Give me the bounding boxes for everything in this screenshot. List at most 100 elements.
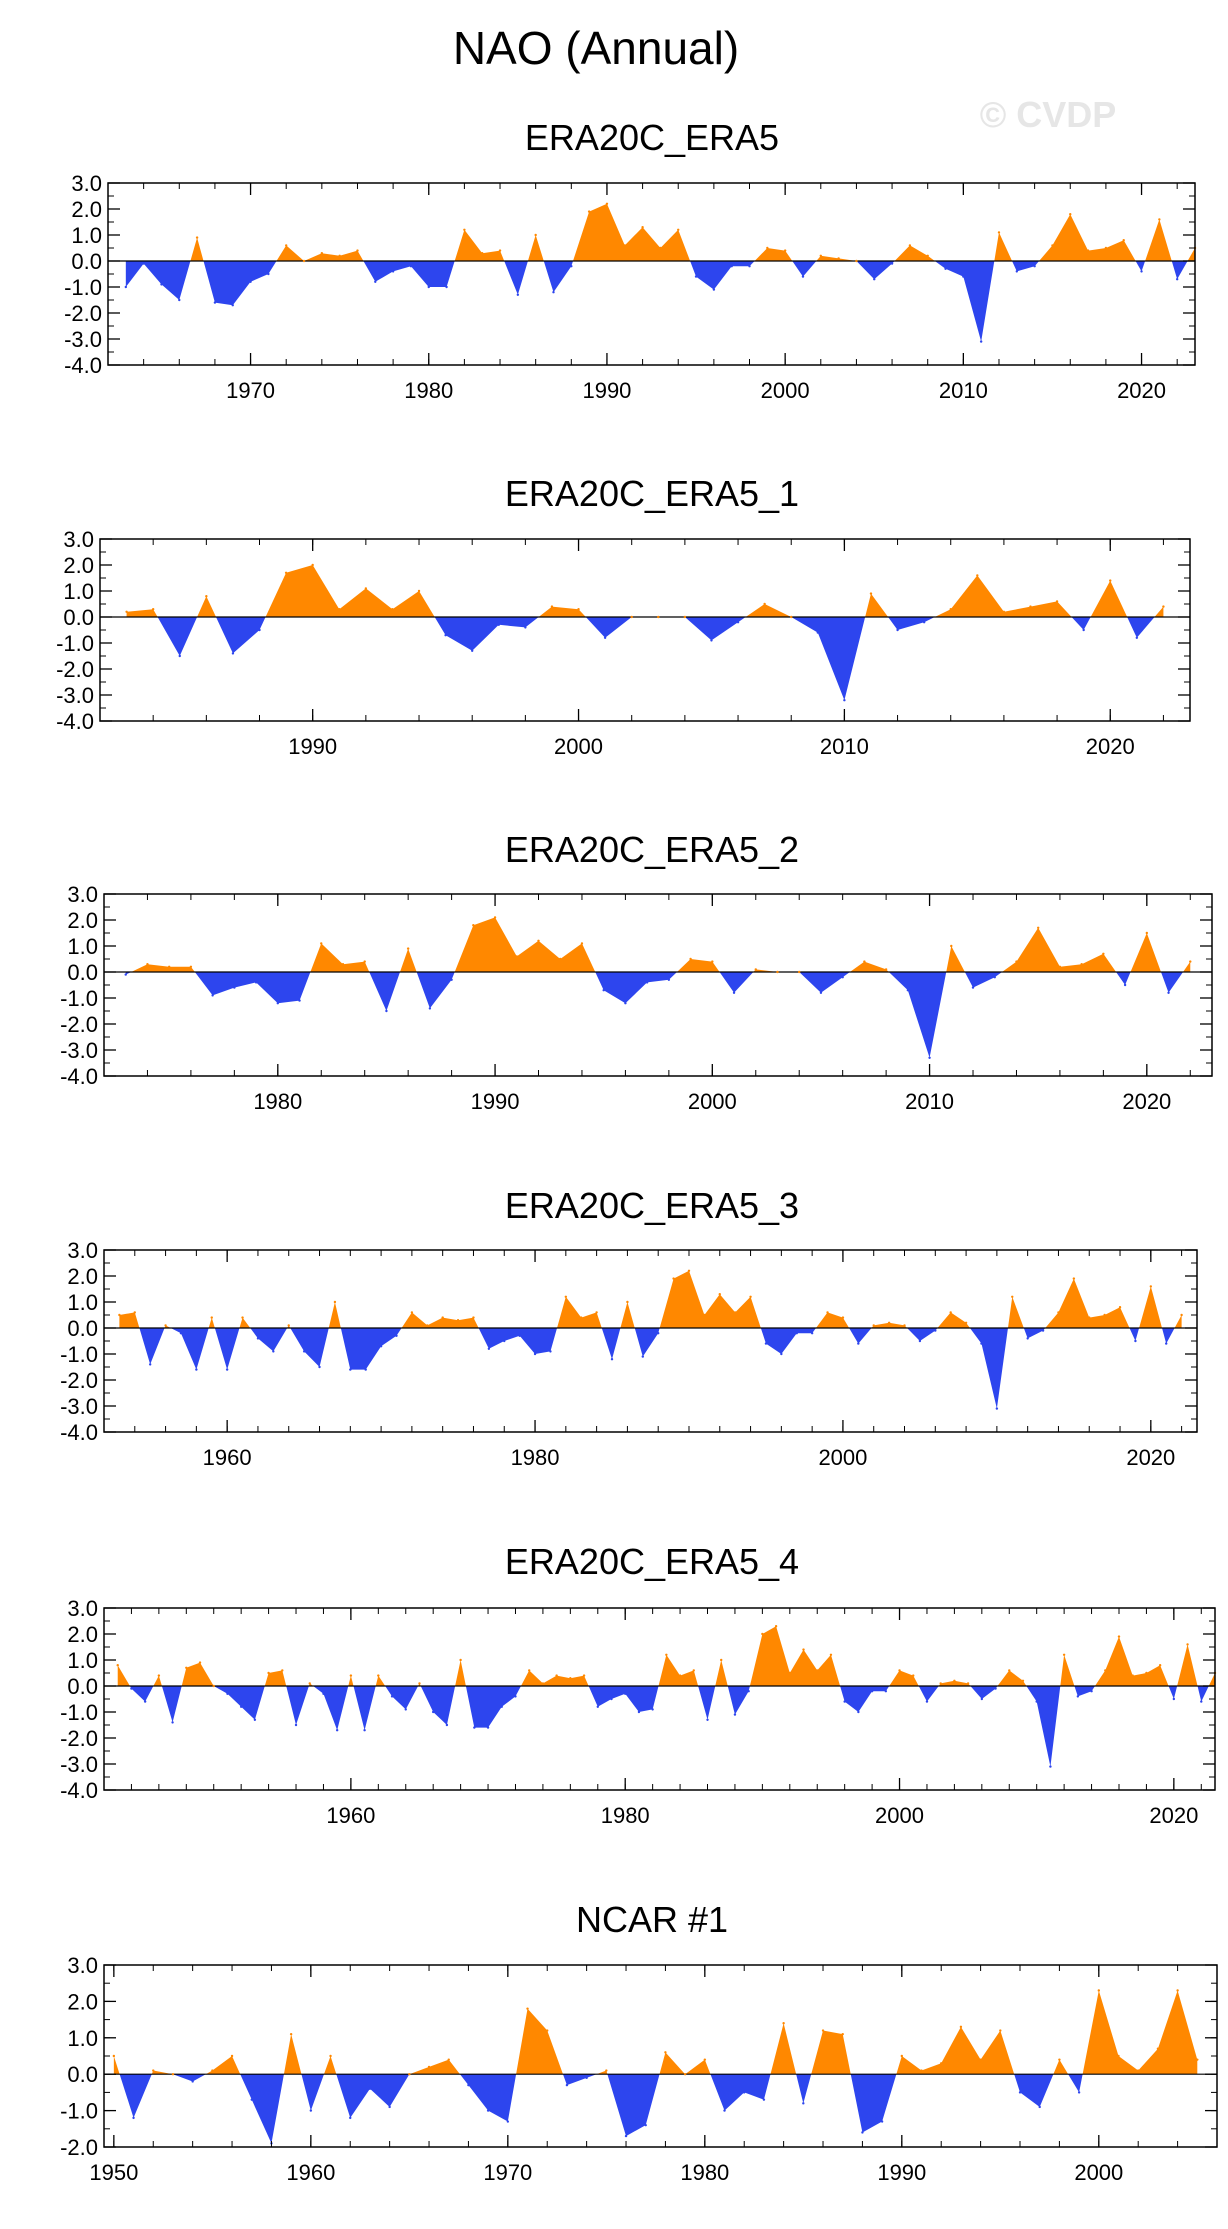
- y-tick-label: 3.0: [71, 171, 102, 196]
- data-point: [320, 942, 323, 945]
- data-point: [441, 1316, 444, 1319]
- data-point: [718, 1293, 721, 1296]
- data-point: [133, 1311, 136, 1314]
- data-point: [580, 942, 584, 945]
- data-point: [1123, 983, 1127, 987]
- data-point: [409, 265, 413, 268]
- y-tick-label: 0.0: [67, 960, 98, 985]
- data-point: [1140, 270, 1143, 273]
- data-point: [1058, 2058, 1061, 2061]
- positive-area: [125, 917, 1191, 972]
- y-tick-label: 2.0: [71, 197, 102, 222]
- data-point: [514, 1695, 517, 1698]
- data-point: [289, 2032, 293, 2036]
- data-point: [356, 249, 359, 252]
- y-tick-label: -3.0: [60, 1752, 98, 1777]
- data-point: [587, 210, 591, 213]
- data-point: [391, 270, 395, 273]
- data-point: [258, 628, 261, 632]
- data-point: [979, 340, 983, 343]
- data-point: [1062, 1653, 1066, 1657]
- y-tick-label: 2.0: [63, 553, 94, 578]
- data-point: [971, 986, 975, 989]
- data-point: [749, 1295, 752, 1299]
- y-tick-label: 3.0: [63, 527, 94, 552]
- x-tick-label: 1990: [582, 378, 631, 403]
- x-tick-label: 2020: [1117, 378, 1166, 403]
- negative-area: [125, 261, 1196, 342]
- panel-title: ERA20C_ERA5: [525, 117, 779, 158]
- data-point: [364, 587, 368, 590]
- data-point: [124, 973, 127, 976]
- data-point: [349, 1674, 353, 1677]
- data-point: [651, 1708, 654, 1711]
- data-point: [884, 1690, 888, 1693]
- data-point: [783, 249, 787, 252]
- y-tick-label: 1.0: [67, 2026, 98, 2051]
- positive-area: [125, 203, 1196, 261]
- data-point: [211, 994, 214, 997]
- data-point: [148, 1363, 152, 1366]
- positive-area: [126, 565, 1164, 617]
- plot-frame: [99, 538, 1191, 722]
- data-point: [335, 1729, 339, 1732]
- data-point: [171, 1721, 174, 1724]
- data-point: [320, 252, 324, 255]
- y-tick-label: -1.0: [60, 986, 98, 1011]
- data-point: [995, 1407, 999, 1410]
- data-point: [763, 602, 766, 606]
- data-point: [939, 1682, 942, 1685]
- data-point: [541, 1682, 545, 1685]
- data-point: [1158, 218, 1161, 221]
- data-point: [124, 285, 128, 289]
- data-point: [267, 1671, 270, 1675]
- y-tick-label: -1.0: [60, 2099, 98, 2124]
- y-tick-label: -3.0: [64, 327, 102, 352]
- data-point: [132, 2116, 135, 2120]
- data-point: [683, 615, 687, 619]
- x-tick-label: 1970: [483, 2160, 532, 2185]
- x-tick-label: 1990: [288, 734, 337, 759]
- data-point: [641, 226, 644, 229]
- data-point: [979, 2058, 982, 2061]
- data-point: [552, 291, 555, 294]
- data-point: [582, 1674, 586, 1677]
- y-tick-label: 1.0: [67, 934, 98, 959]
- y-tick-label: 0.0: [71, 249, 102, 274]
- data-point: [363, 1729, 366, 1732]
- data-point: [533, 1352, 537, 1356]
- y-tick-label: -4.0: [56, 709, 94, 734]
- data-point: [146, 963, 149, 966]
- data-point: [1058, 965, 1062, 968]
- data-point: [1122, 239, 1125, 242]
- data-point: [953, 1679, 956, 1683]
- data-point: [841, 976, 844, 979]
- data-point: [152, 2069, 155, 2072]
- data-point: [962, 275, 965, 278]
- data-point: [549, 1350, 552, 1353]
- data-point: [385, 1009, 388, 1013]
- data-point: [1057, 1311, 1060, 1314]
- y-tick-label: 1.0: [67, 1648, 98, 1673]
- data-point: [999, 2029, 1002, 2032]
- panel-era20c-era5-1: ERA20C_ERA5_1 1990 2000 2010 2020 3.02.01.00…: [56, 473, 1191, 759]
- data-point: [379, 1345, 383, 1348]
- x-tick-label: 1960: [326, 1803, 375, 1828]
- data-point: [788, 1671, 791, 1675]
- data-point: [925, 1700, 929, 1703]
- data-point: [256, 1337, 260, 1340]
- data-point: [782, 2022, 785, 2025]
- data-point: [677, 228, 680, 231]
- data-point: [843, 1700, 846, 1703]
- panel-title: ERA20C_ERA5_3: [505, 1185, 799, 1226]
- data-point: [116, 1664, 119, 1667]
- data-point: [816, 1669, 819, 1672]
- data-point: [829, 1653, 833, 1657]
- data-point: [1029, 605, 1032, 608]
- data-point: [1076, 1695, 1080, 1698]
- data-point: [884, 968, 888, 971]
- data-point: [171, 2073, 175, 2076]
- data-point: [1033, 265, 1036, 268]
- data-point: [253, 1718, 257, 1722]
- data-point: [774, 1625, 778, 1628]
